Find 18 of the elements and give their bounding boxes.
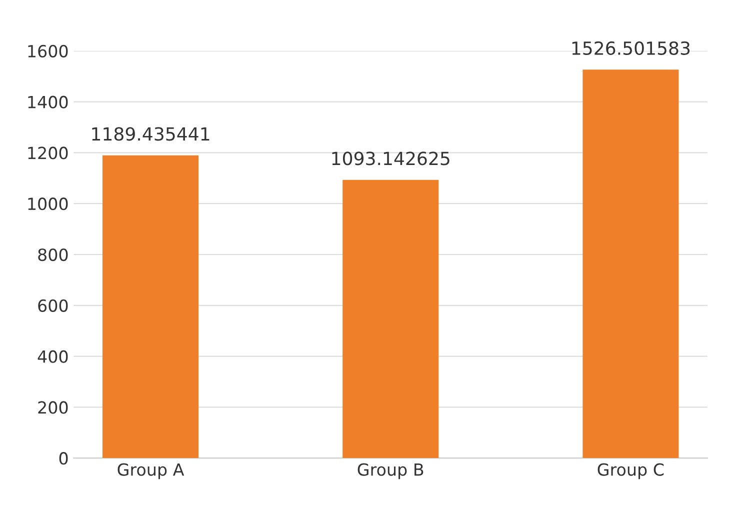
data-label: 1189.435441 <box>92 127 210 141</box>
bar <box>582 70 679 458</box>
bar <box>102 155 199 458</box>
y-tick-label: 600 <box>38 299 68 312</box>
y-tick-label: 400 <box>38 350 68 363</box>
y-tick-label: 1000 <box>28 198 68 210</box>
bar <box>342 180 439 458</box>
x-tick-label: Group C <box>598 463 664 480</box>
data-label: 1093.142625 <box>332 152 450 166</box>
y-tick-label: 200 <box>38 401 68 414</box>
data-label: 1526.501583 <box>572 41 690 55</box>
y-tick-label: 0 <box>59 452 68 465</box>
y-tick-label: 800 <box>38 248 68 262</box>
y-tick-label: 1600 <box>28 44 68 58</box>
y-tick-label: 1400 <box>28 96 68 108</box>
y-tick-label: 1200 <box>28 146 68 160</box>
x-tick-label: Group B <box>358 463 424 480</box>
x-tick-label: Group A <box>118 463 184 480</box>
